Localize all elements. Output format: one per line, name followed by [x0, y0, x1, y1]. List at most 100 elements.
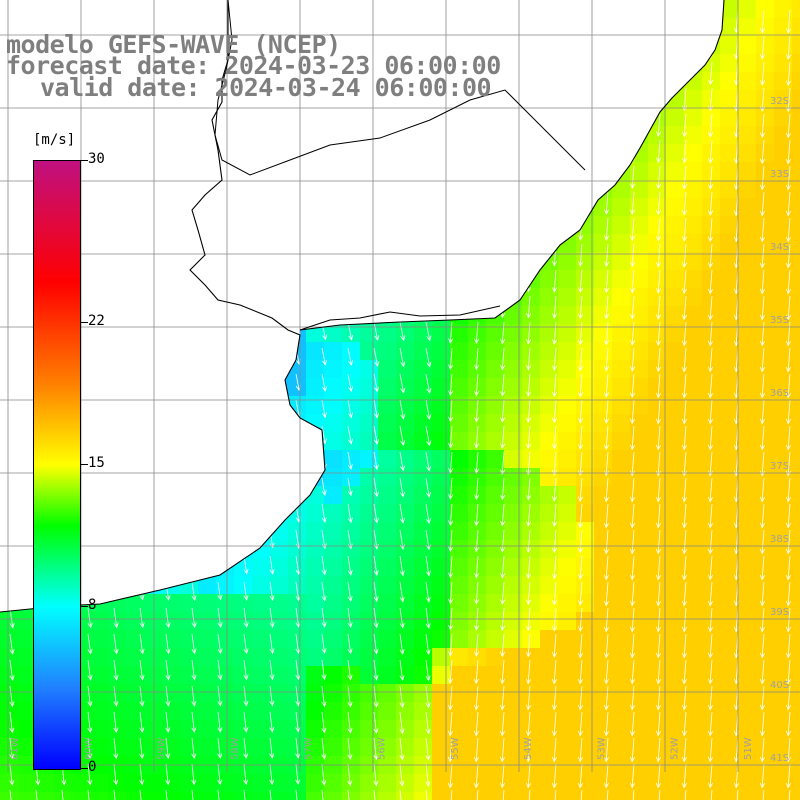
wind-speed-cell: [774, 396, 793, 415]
wind-speed-cell: [270, 594, 289, 613]
wind-speed-cell: [378, 486, 397, 505]
wind-speed-cell: [792, 648, 800, 667]
wind-arrow: [552, 555, 558, 580]
wind-speed-cell: [792, 540, 800, 559]
wind-speed-cell: [774, 252, 793, 271]
wind-arrow: [9, 685, 15, 708]
wind-speed-cell: [684, 576, 703, 595]
wind-speed-cell: [324, 396, 343, 415]
wind-speed-cell: [234, 594, 253, 613]
wind-speed-cell: [504, 432, 523, 451]
wind-speed-cell: [306, 396, 325, 415]
wind-speed-cell: [666, 180, 685, 199]
wind-speed-cell: [360, 720, 379, 739]
wind-arrow: [448, 529, 454, 553]
wind-speed-cell: [756, 270, 775, 289]
wind-arrow: [656, 191, 662, 216]
wind-arrow: [373, 789, 376, 800]
wind-speed-cell: [198, 774, 217, 793]
wind-arrow: [578, 529, 584, 554]
wind-speed-cell: [594, 396, 613, 415]
wind-speed-cell: [738, 324, 757, 343]
wind-speed-cell: [360, 504, 379, 523]
wind-speed-cell: [396, 630, 415, 649]
wind-speed-cell: [648, 144, 667, 163]
wind-speed-cell: [774, 342, 793, 361]
wind-speed-cell: [108, 666, 127, 685]
wind-speed-cell: [594, 540, 613, 559]
wind-arrow: [759, 139, 766, 165]
wind-arrow: [681, 633, 688, 659]
wind-speed-cell: [504, 702, 523, 721]
longitude-label: 59W: [157, 737, 168, 760]
wind-speed-cell: [270, 540, 289, 559]
wind-speed-cell: [468, 432, 487, 451]
wind-speed-cell: [738, 162, 757, 181]
wind-speed-cell: [738, 360, 757, 379]
wind-arrow: [425, 477, 431, 498]
wind-arrow: [681, 425, 688, 451]
wind-arrow: [629, 425, 636, 451]
wind-speed-cell: [414, 396, 433, 415]
wind-arrow: [785, 191, 792, 217]
wind-speed-cell: [252, 792, 271, 800]
wind-arrow: [373, 763, 379, 787]
wind-arrow: [473, 711, 480, 737]
wind-arrow: [655, 399, 662, 425]
wind-arrow: [425, 633, 431, 656]
wind-arrow: [759, 191, 766, 217]
wind-speed-cell: [702, 774, 721, 793]
wind-speed-cell: [684, 468, 703, 487]
wind-arrow: [499, 763, 506, 789]
wind-speed-cell: [756, 720, 775, 739]
wind-speed-cell: [792, 324, 800, 343]
valid-date: valid date: 2024-03-24 06:00:00: [40, 73, 492, 102]
wind-speed-cell: [342, 468, 361, 487]
wind-arrow: [710, 789, 713, 800]
wind-arrow: [603, 373, 610, 398]
wind-speed-cell: [720, 36, 739, 55]
wind-speed-cell: [198, 684, 217, 703]
wind-speed-cell: [324, 450, 343, 469]
wind-speed-cell: [648, 432, 667, 451]
wind-speed-cell: [90, 774, 109, 793]
wind-speed-cell: [720, 360, 739, 379]
wind-arrow: [785, 269, 792, 295]
wind-speed-cell: [72, 792, 91, 800]
wind-speed-cell: [378, 702, 397, 721]
wind-speed-cell: [648, 162, 667, 181]
wind-speed-cell: [522, 612, 541, 631]
wind-arrow: [682, 139, 688, 164]
wind-arrow: [425, 685, 431, 709]
wind-arrow: [399, 711, 405, 735]
wind-speed-cell: [684, 324, 703, 343]
wind-speed-cell: [216, 576, 235, 595]
wind-speed-cell: [54, 792, 73, 800]
wind-speed-cell: [738, 558, 757, 577]
wind-speed-cell: [702, 486, 721, 505]
wind-speed-cell: [648, 684, 667, 703]
wind-speed-cell: [666, 414, 685, 433]
wind-arrow: [629, 347, 636, 372]
wind-speed-cell: [738, 792, 757, 800]
wind-speed-cell: [756, 594, 775, 613]
wind-arrow: [399, 737, 405, 761]
wind-speed-cell: [738, 576, 757, 595]
wind-arrow: [707, 243, 714, 269]
wind-speed-cell: [792, 720, 800, 739]
wind-speed-cell: [594, 612, 613, 631]
wind-speed-cell: [486, 702, 505, 721]
wind-speed-cell: [540, 612, 559, 631]
wind-speed-cell: [738, 396, 757, 415]
wind-speed-cell: [774, 702, 793, 721]
wind-arrow: [425, 607, 431, 629]
wind-speed-cell: [630, 504, 649, 523]
wind-speed-cell: [486, 594, 505, 613]
wind-speed-cell: [234, 684, 253, 703]
wind-arrow: [321, 607, 327, 628]
wind-speed-cell: [648, 198, 667, 217]
wind-arrow: [269, 659, 275, 681]
wind-arrow: [552, 581, 558, 606]
wind-speed-cell: [450, 396, 469, 415]
wind-speed-cell: [792, 144, 800, 163]
